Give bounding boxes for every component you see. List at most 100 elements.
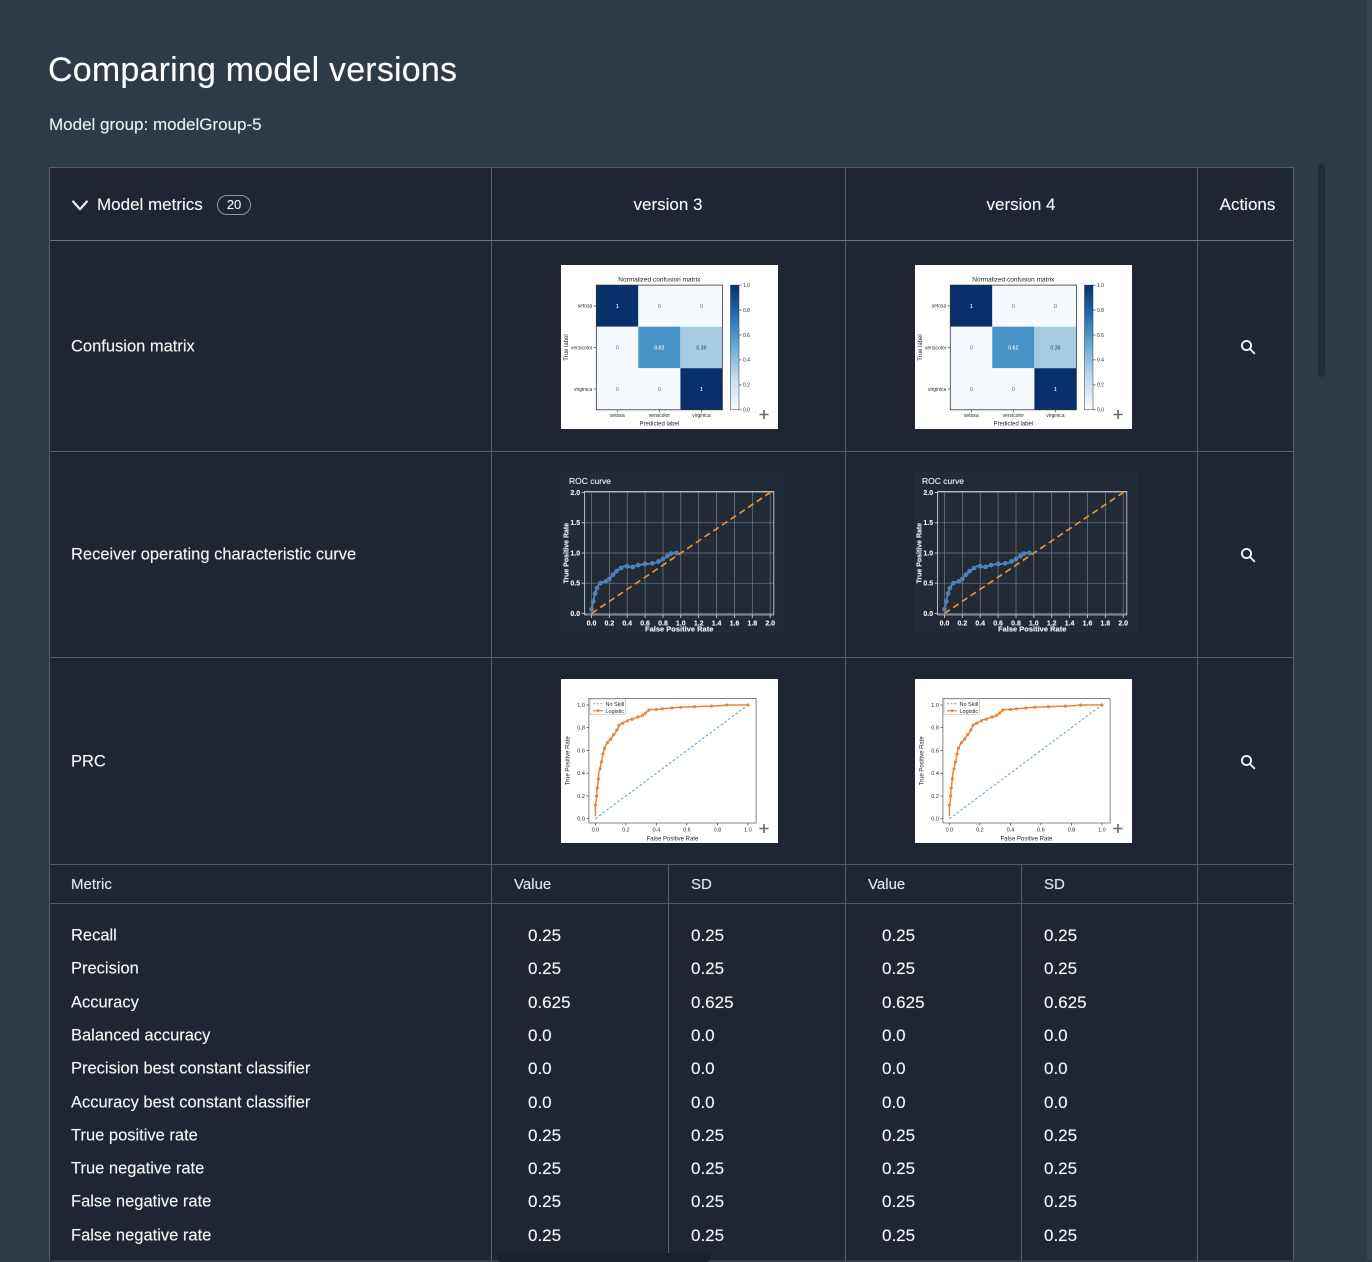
svg-text:False Positive Rate: False Positive Rate — [998, 625, 1066, 633]
svg-text:0.0: 0.0 — [945, 827, 953, 833]
svg-text:1.0: 1.0 — [744, 827, 752, 833]
svg-text:1.0: 1.0 — [1029, 620, 1039, 627]
svg-text:1.6: 1.6 — [730, 620, 740, 627]
svg-text:0.5: 0.5 — [923, 581, 933, 588]
svg-text:0.2: 0.2 — [577, 794, 585, 800]
svg-text:0.2: 0.2 — [931, 794, 939, 800]
svg-text:0.2: 0.2 — [605, 620, 615, 627]
svg-text:1.8: 1.8 — [1100, 620, 1110, 627]
svg-text:0.38: 0.38 — [696, 346, 706, 352]
svg-text:0.0: 0.0 — [923, 611, 933, 618]
svg-text:0.8: 0.8 — [713, 827, 721, 833]
svg-text:1.4: 1.4 — [712, 620, 722, 627]
svg-text:0.2: 0.2 — [976, 827, 984, 833]
svg-text:0.2: 0.2 — [958, 620, 968, 627]
svg-text:0.4: 0.4 — [975, 620, 985, 627]
svg-text:No Skill: No Skill — [605, 702, 624, 708]
svg-text:0: 0 — [657, 304, 660, 310]
svg-text:0.5: 0.5 — [570, 581, 580, 588]
svg-text:setosa: setosa — [931, 304, 946, 310]
svg-text:1.0: 1.0 — [743, 283, 750, 289]
svg-text:1.0: 1.0 — [931, 703, 939, 709]
svg-text:0.6: 0.6 — [993, 620, 1003, 627]
svg-text:1.0: 1.0 — [1098, 827, 1106, 833]
svg-text:False Positive Rate: False Positive Rate — [645, 625, 713, 633]
svg-text:0.62: 0.62 — [654, 346, 664, 352]
svg-text:True Positive Rate: True Positive Rate — [565, 736, 571, 786]
svg-text:2.0: 2.0 — [765, 620, 775, 627]
svg-text:versicolor: versicolor — [1002, 413, 1024, 419]
svg-text:0.4: 0.4 — [622, 620, 632, 627]
svg-text:False Positive Rate: False Positive Rate — [646, 837, 698, 843]
svg-text:0: 0 — [699, 304, 702, 310]
svg-text:0.8: 0.8 — [743, 308, 750, 314]
svg-text:0.6: 0.6 — [683, 827, 691, 833]
svg-text:virginica: virginica — [573, 387, 592, 393]
svg-text:0.4: 0.4 — [652, 827, 660, 833]
svg-text:0.6: 0.6 — [931, 749, 939, 755]
svg-text:0.4: 0.4 — [1097, 358, 1104, 364]
svg-text:0: 0 — [969, 387, 972, 393]
svg-text:0.0: 0.0 — [591, 827, 599, 833]
svg-text:setosa: setosa — [609, 413, 624, 419]
svg-text:Predicted label: Predicted label — [639, 421, 679, 427]
svg-text:0.4: 0.4 — [931, 771, 939, 777]
svg-text:True Positive Rate: True Positive Rate — [564, 523, 571, 584]
svg-text:Logistic: Logistic — [959, 709, 978, 715]
svg-text:0.0: 0.0 — [931, 817, 939, 823]
svg-text:0.6: 0.6 — [1037, 827, 1045, 833]
svg-text:0: 0 — [1011, 387, 1014, 393]
svg-text:virginica: virginica — [927, 387, 946, 393]
svg-text:0.0: 0.0 — [1097, 408, 1104, 414]
svg-text:2.0: 2.0 — [1118, 620, 1128, 627]
svg-text:0.2: 0.2 — [1097, 383, 1104, 389]
svg-text:0.8: 0.8 — [658, 620, 668, 627]
svg-text:0.2: 0.2 — [622, 827, 630, 833]
svg-text:0.0: 0.0 — [587, 620, 597, 627]
svg-text:No Skill: No Skill — [959, 702, 978, 708]
svg-text:0.6: 0.6 — [743, 333, 750, 339]
svg-text:1.6: 1.6 — [1083, 620, 1093, 627]
svg-text:1: 1 — [1053, 387, 1056, 393]
svg-text:1.0: 1.0 — [923, 550, 933, 557]
svg-text:0: 0 — [1053, 304, 1056, 310]
svg-text:1.2: 1.2 — [1047, 620, 1057, 627]
svg-text:0.8: 0.8 — [1097, 308, 1104, 314]
svg-text:0.8: 0.8 — [1067, 827, 1075, 833]
svg-text:1.0: 1.0 — [1097, 283, 1104, 289]
svg-text:0.38: 0.38 — [1050, 346, 1060, 352]
svg-text:0: 0 — [657, 387, 660, 393]
svg-text:0.0: 0.0 — [577, 817, 585, 823]
svg-text:versicolor: versicolor — [570, 345, 592, 351]
svg-text:0.8: 0.8 — [1011, 620, 1021, 627]
svg-text:setosa: setosa — [963, 413, 978, 419]
svg-text:0.8: 0.8 — [577, 726, 585, 732]
svg-text:Logistic: Logistic — [605, 709, 624, 715]
svg-text:versicolor: versicolor — [648, 413, 670, 419]
svg-text:1.5: 1.5 — [923, 520, 933, 527]
svg-text:1.0: 1.0 — [676, 620, 686, 627]
svg-text:0.2: 0.2 — [743, 383, 750, 389]
svg-text:0.6: 0.6 — [640, 620, 650, 627]
svg-text:1.5: 1.5 — [570, 520, 580, 527]
svg-text:True Positive Rate: True Positive Rate — [919, 736, 925, 786]
svg-text:True Positive Rate: True Positive Rate — [917, 523, 924, 584]
svg-text:0.0: 0.0 — [940, 620, 950, 627]
svg-text:0.0: 0.0 — [570, 611, 580, 618]
svg-text:1.0: 1.0 — [570, 550, 580, 557]
svg-text:1.8: 1.8 — [747, 620, 757, 627]
svg-text:True label: True label — [564, 334, 570, 360]
svg-text:0: 0 — [615, 346, 618, 352]
svg-text:2.0: 2.0 — [923, 490, 933, 497]
svg-text:1.2: 1.2 — [694, 620, 704, 627]
svg-text:1: 1 — [969, 304, 972, 310]
svg-text:0.0: 0.0 — [743, 408, 750, 414]
svg-text:0.6: 0.6 — [577, 749, 585, 755]
svg-text:True label: True label — [918, 334, 924, 360]
svg-text:0.4: 0.4 — [743, 358, 750, 364]
svg-text:Normalized confusion matrix: Normalized confusion matrix — [972, 277, 1055, 284]
svg-text:Predicted label: Predicted label — [993, 421, 1033, 427]
svg-text:ROC curve: ROC curve — [569, 476, 611, 486]
svg-text:versicolor: versicolor — [924, 345, 946, 351]
svg-text:ROC curve: ROC curve — [922, 476, 964, 486]
